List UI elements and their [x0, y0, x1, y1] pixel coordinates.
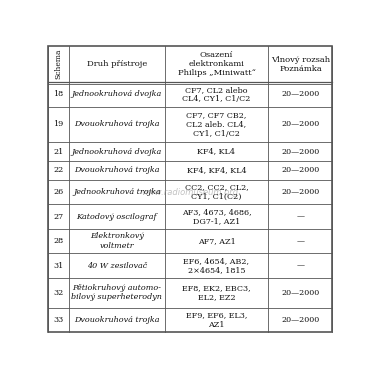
Text: Dvouokruhová trojka: Dvouokruhová trojka [74, 166, 160, 174]
Text: CF7, CL2 alebo
CL4, CY1, C1/C2: CF7, CL2 alebo CL4, CY1, C1/C2 [182, 86, 251, 103]
Text: —: — [296, 237, 305, 245]
Text: 20—2000: 20—2000 [281, 147, 319, 156]
Text: 27: 27 [53, 213, 63, 220]
Text: 31: 31 [53, 262, 63, 270]
Text: Jednookruhová dvojka: Jednookruhová dvojka [72, 90, 162, 98]
Text: Elektronkový
voltmetr: Elektronkový voltmetr [90, 232, 144, 250]
Text: 33: 33 [53, 316, 63, 324]
Text: 28: 28 [53, 237, 63, 245]
Text: EF6, 4654, AB2,
2×4654, 1815: EF6, 4654, AB2, 2×4654, 1815 [184, 257, 249, 274]
Text: 40 W zesilovač: 40 W zesilovač [87, 262, 147, 270]
Text: 19: 19 [53, 120, 63, 128]
Text: 21: 21 [53, 147, 63, 156]
Text: 20—2000: 20—2000 [281, 289, 319, 297]
Text: AF3, 4673, 4686,
DG7-1, AZ1: AF3, 4673, 4686, DG7-1, AZ1 [182, 208, 251, 225]
Text: —: — [296, 262, 305, 270]
Text: Schema: Schema [55, 49, 62, 80]
Text: Vlnový rozsah
Poznámka: Vlnový rozsah Poznámka [271, 56, 330, 73]
Text: —: — [296, 213, 305, 220]
Text: Pětiokruhový automo-
bilový superheterodyn: Pětiokruhový automo- bilový superheterod… [71, 284, 162, 302]
Text: EF8, EK2, EBC3,
EL2, EZ2: EF8, EK2, EBC3, EL2, EZ2 [182, 284, 251, 302]
Text: 20—2000: 20—2000 [281, 90, 319, 98]
Text: 20—2000: 20—2000 [281, 188, 319, 196]
Text: AF7, AZ1: AF7, AZ1 [198, 237, 235, 245]
Text: CF7, CF7 CB2,
CL2 aleb. CL4,
CY1, C1/C2: CF7, CF7 CB2, CL2 aleb. CL4, CY1, C1/C2 [186, 111, 247, 138]
Text: Osazení
elektronkami
Philips „Miniwatt“: Osazení elektronkami Philips „Miniwatt“ [178, 51, 255, 78]
Text: 20—2000: 20—2000 [281, 166, 319, 174]
Text: www.radiomuseum.org: www.radiomuseum.org [142, 188, 239, 196]
Text: Druh přístroje: Druh přístroje [87, 60, 147, 68]
Text: 26: 26 [53, 188, 63, 196]
Text: KF4, KL4: KF4, KL4 [197, 147, 236, 156]
Text: Jednookruhová trojka: Jednookruhová trojka [73, 188, 161, 196]
Text: Dvouokruhová trojka: Dvouokruhová trojka [74, 120, 160, 128]
Text: Katodový oscilograf: Katodový oscilograf [76, 213, 157, 220]
Text: 32: 32 [53, 289, 63, 297]
Text: 20—2000: 20—2000 [281, 316, 319, 324]
Text: Jednookruhová dvojka: Jednookruhová dvojka [72, 147, 162, 156]
Text: KF4, KF4, KL4: KF4, KF4, KL4 [187, 166, 246, 174]
Text: 20—2000: 20—2000 [281, 120, 319, 128]
Text: EF9, EF6, EL3,
AZ1: EF9, EF6, EL3, AZ1 [186, 312, 247, 328]
Text: Dvouokruhová trojka: Dvouokruhová trojka [74, 316, 160, 324]
Text: CC2, CC2, CL2,
CY1, C1(C2): CC2, CC2, CL2, CY1, C1(C2) [185, 183, 248, 201]
Text: 18: 18 [53, 90, 63, 98]
Text: 22: 22 [53, 166, 63, 174]
